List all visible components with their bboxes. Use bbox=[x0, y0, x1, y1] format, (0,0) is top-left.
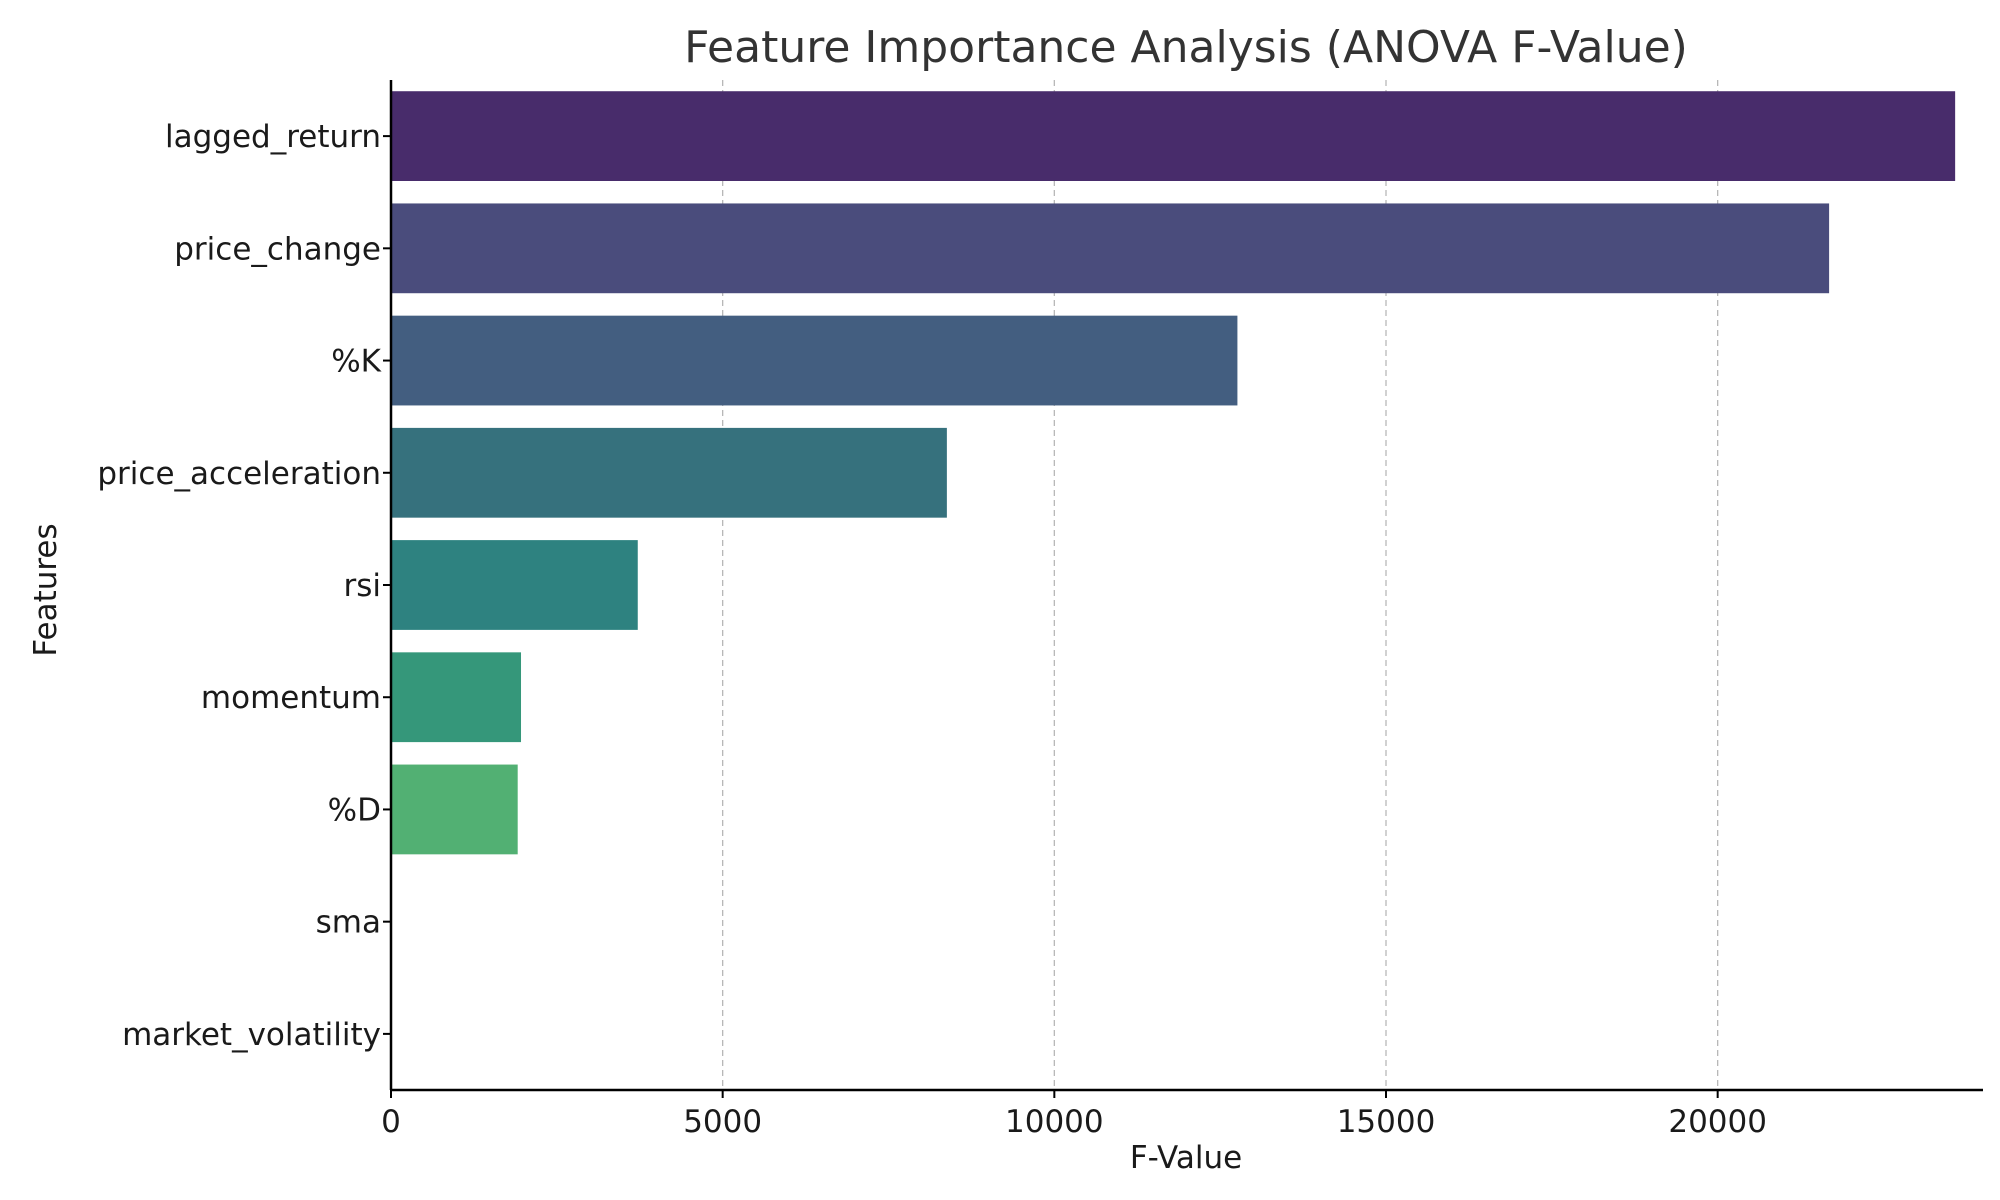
y-tick-label-2: %K bbox=[331, 344, 381, 380]
bar-4 bbox=[391, 540, 638, 630]
x-tick-label-2: 10000 bbox=[1005, 1104, 1104, 1140]
y-tick-label-7: sma bbox=[316, 905, 381, 941]
bar-2 bbox=[391, 315, 1238, 406]
y-tick-label-8: market_volatility bbox=[122, 1017, 381, 1053]
grid-layer bbox=[722, 80, 1719, 1090]
bar-1 bbox=[391, 203, 1830, 294]
y-tick-label-5: momentum bbox=[201, 680, 381, 716]
x-tick-label-0: 0 bbox=[381, 1104, 401, 1140]
bar-5 bbox=[391, 652, 522, 743]
bar-6 bbox=[391, 764, 518, 855]
y-tick-label-6: %D bbox=[328, 792, 381, 828]
y-tick-label-0: lagged_return bbox=[165, 119, 381, 155]
chart-title: Feature Importance Analysis (ANOVA F-Val… bbox=[684, 22, 1688, 73]
bar-0 bbox=[391, 91, 1956, 181]
x-tick-label-4: 20000 bbox=[1668, 1104, 1767, 1140]
tick-layer: lagged_return price_change %K price_acceler… bbox=[97, 119, 1767, 1140]
y-tick-label-4: rsi bbox=[343, 568, 381, 604]
bar-3 bbox=[391, 427, 947, 518]
y-axis-label: Features bbox=[28, 523, 64, 656]
x-tick-label-3: 15000 bbox=[1337, 1104, 1436, 1140]
x-tick-label-1: 5000 bbox=[683, 1104, 762, 1140]
bar-layer bbox=[391, 91, 1956, 855]
x-axis-label: F-Value bbox=[1130, 1140, 1242, 1176]
y-tick-label-1: price_change bbox=[174, 231, 381, 267]
y-tick-label-3: price_acceleration bbox=[97, 456, 381, 492]
